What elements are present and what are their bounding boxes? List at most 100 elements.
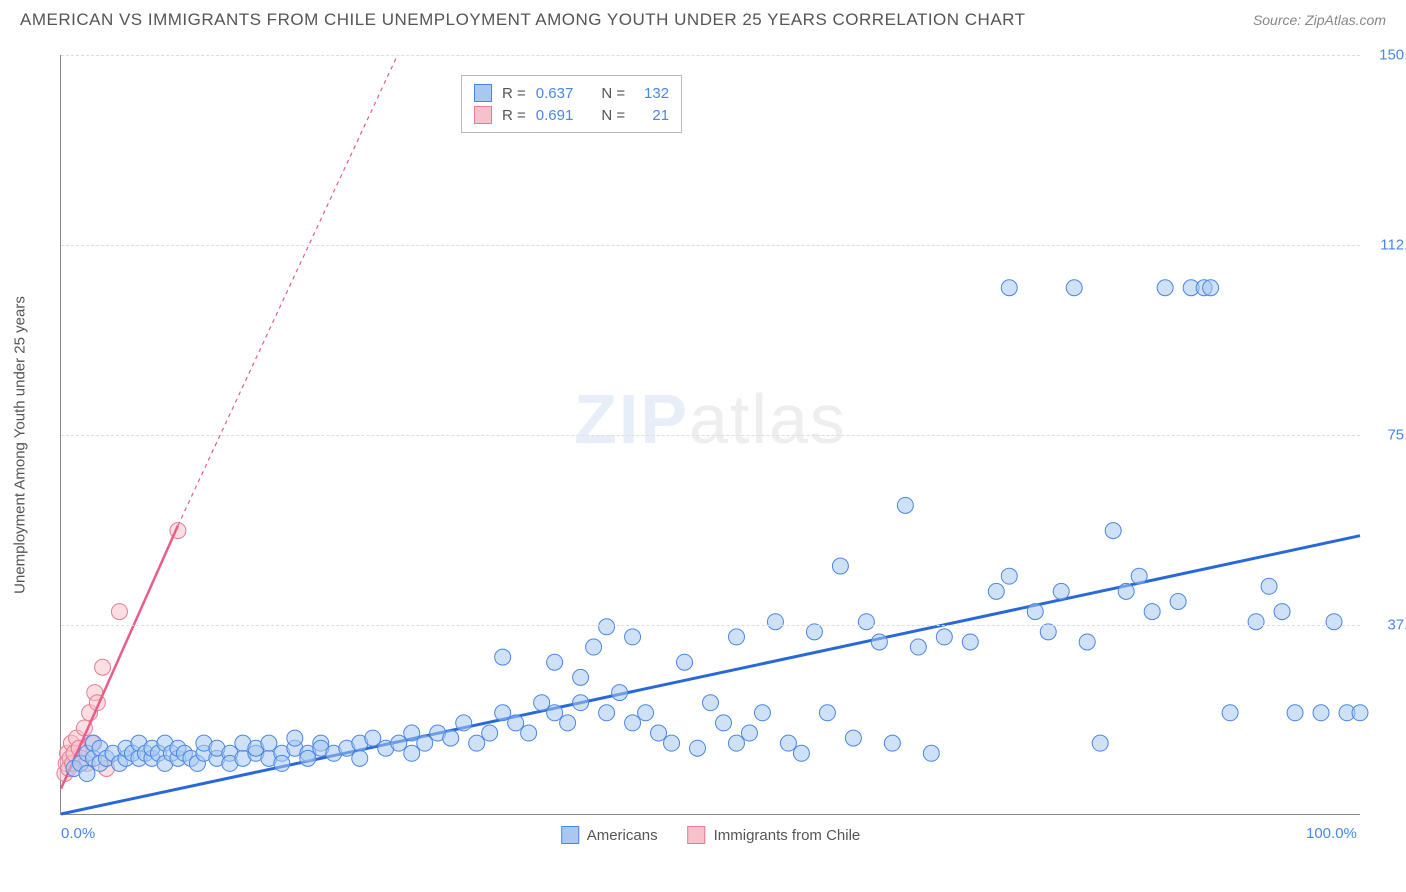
data-point (741, 725, 757, 741)
data-point (404, 725, 420, 741)
y-tick-label: 37.5% (1387, 617, 1406, 634)
data-point (651, 725, 667, 741)
data-point (703, 695, 719, 711)
data-point (391, 735, 407, 751)
data-point (1144, 604, 1160, 620)
data-point (482, 725, 498, 741)
data-point (612, 685, 628, 701)
data-point (1001, 280, 1017, 296)
data-point (95, 659, 111, 675)
data-point (638, 705, 654, 721)
data-point (287, 730, 303, 746)
data-point (832, 558, 848, 574)
correlation-legend: R =0.637N =132R =0.691N =21 (461, 75, 682, 133)
gridline (61, 435, 1360, 436)
plot-area: ZIPatlas R =0.637N =132R =0.691N =21 Ame… (60, 55, 1360, 815)
data-point (599, 619, 615, 635)
data-point (1261, 578, 1277, 594)
data-point (677, 654, 693, 670)
data-point (767, 614, 783, 630)
data-point (664, 735, 680, 751)
data-point (1131, 568, 1147, 584)
chart-container: Unemployment Among Youth under 25 years … (50, 45, 1390, 845)
data-point (1313, 705, 1329, 721)
data-point (1157, 280, 1173, 296)
regression-line-extension (178, 55, 398, 526)
stat-N-value: 132 (635, 85, 669, 102)
x-tick-label: 100.0% (1306, 825, 1357, 842)
data-point (1001, 568, 1017, 584)
source-attribution: Source: ZipAtlas.com (1253, 12, 1386, 28)
data-point (1118, 583, 1134, 599)
data-point (261, 735, 277, 751)
data-point (560, 715, 576, 731)
legend-swatch (561, 826, 579, 844)
data-point (352, 750, 368, 766)
gridline (61, 625, 1360, 626)
data-point (690, 740, 706, 756)
y-tick-label: 112.5% (1380, 237, 1406, 254)
data-point (365, 730, 381, 746)
data-point (715, 715, 731, 731)
data-point (1079, 634, 1095, 650)
data-point (573, 695, 589, 711)
data-point (417, 735, 433, 751)
data-point (1326, 614, 1342, 630)
data-point (1170, 593, 1186, 609)
legend-label: Immigrants from Chile (714, 827, 861, 844)
data-point (111, 604, 127, 620)
stat-R-value: 0.637 (536, 85, 574, 102)
data-point (858, 614, 874, 630)
data-point (793, 745, 809, 761)
data-point (573, 669, 589, 685)
data-point (1222, 705, 1238, 721)
data-point (845, 730, 861, 746)
gridline (61, 245, 1360, 246)
data-point (521, 725, 537, 741)
data-point (923, 745, 939, 761)
data-point (625, 629, 641, 645)
data-point (871, 634, 887, 650)
data-point (469, 735, 485, 751)
stat-N-label: N = (601, 85, 625, 102)
data-point (897, 497, 913, 513)
data-point (534, 695, 550, 711)
legend-swatch (688, 826, 706, 844)
legend-item: Immigrants from Chile (688, 826, 861, 844)
data-point (962, 634, 978, 650)
data-point (1248, 614, 1264, 630)
series-legend: Americans Immigrants from Chile (561, 826, 861, 844)
data-point (806, 624, 822, 640)
gridline (61, 55, 1360, 56)
data-point (910, 639, 926, 655)
data-point (1053, 583, 1069, 599)
y-axis-label: Unemployment Among Youth under 25 years (12, 296, 29, 594)
data-point (495, 649, 511, 665)
data-point (754, 705, 770, 721)
regression-line (61, 536, 1360, 814)
data-point (456, 715, 472, 731)
data-point (1203, 280, 1219, 296)
data-point (1027, 604, 1043, 620)
stat-R-label: R = (502, 107, 526, 124)
data-point (1274, 604, 1290, 620)
data-point (599, 705, 615, 721)
data-point (404, 745, 420, 761)
chart-header: AMERICAN VS IMMIGRANTS FROM CHILE UNEMPL… (0, 0, 1406, 35)
data-point (728, 629, 744, 645)
data-point (1352, 705, 1368, 721)
chart-title: AMERICAN VS IMMIGRANTS FROM CHILE UNEMPL… (20, 10, 1026, 30)
y-tick-label: 150.0% (1379, 47, 1406, 64)
stat-R-label: R = (502, 85, 526, 102)
data-point (300, 750, 316, 766)
data-point (988, 583, 1004, 599)
legend-label: Americans (587, 827, 658, 844)
data-point (443, 730, 459, 746)
legend-item: Americans (561, 826, 658, 844)
stat-N-label: N = (601, 107, 625, 124)
data-point (586, 639, 602, 655)
stat-N-value: 21 (635, 107, 669, 124)
data-point (495, 705, 511, 721)
data-point (547, 654, 563, 670)
stat-legend-row: R =0.691N =21 (474, 104, 669, 126)
